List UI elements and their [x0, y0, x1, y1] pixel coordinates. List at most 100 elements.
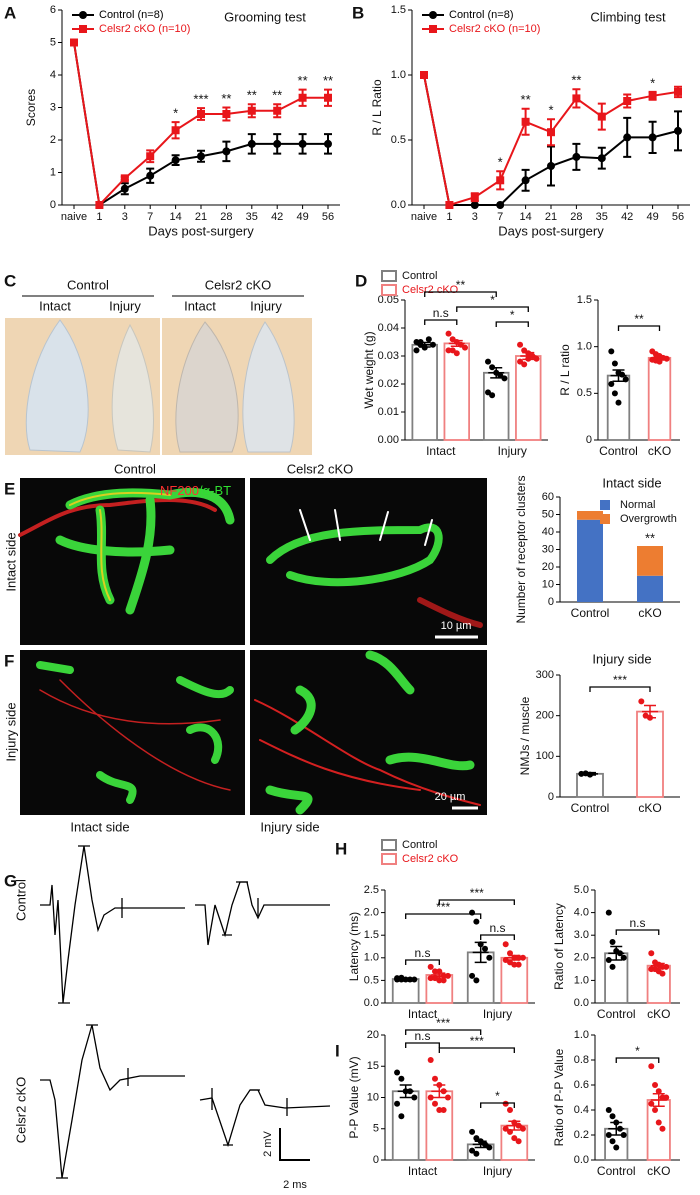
data-point	[620, 954, 627, 961]
y-tick-label: 1.0	[574, 1029, 589, 1041]
y-tick-label: 0.00	[378, 434, 399, 446]
data-point	[411, 976, 418, 983]
y-tick-label: 5	[50, 36, 56, 48]
y-tick-label: 20	[542, 561, 554, 573]
panel-label: F	[4, 651, 14, 670]
data-point	[473, 1150, 480, 1157]
x-tick-label: 3	[122, 211, 128, 223]
y-tick-label: 0.5	[364, 974, 379, 986]
row-label: Control	[13, 879, 28, 921]
marker	[674, 126, 682, 135]
marker	[120, 174, 129, 183]
error-bar	[651, 355, 668, 361]
x-tick-label: Control	[571, 606, 610, 620]
data-point	[440, 1107, 447, 1113]
marker	[445, 201, 454, 209]
data-point	[485, 358, 492, 365]
y-tick-label: 60	[542, 491, 554, 503]
data-point	[533, 355, 540, 362]
error-bar	[397, 1084, 414, 1099]
bracket	[480, 934, 515, 940]
bar	[646, 1099, 671, 1161]
legend-label: Celsr2 cKO (n=10)	[449, 23, 540, 35]
x-tick-label: 14	[169, 211, 181, 223]
y-axis-label: Ratio of Latency	[552, 903, 566, 990]
data-point	[502, 941, 509, 948]
error-bar	[472, 1140, 489, 1149]
x-tick-label: Control	[597, 1007, 636, 1021]
data-point	[620, 1132, 627, 1138]
marker	[95, 201, 104, 209]
significance: ***	[193, 92, 208, 107]
marker	[496, 201, 505, 209]
muscle	[175, 321, 239, 453]
data-point	[461, 344, 468, 351]
y-tick-label: 0.05	[378, 294, 399, 306]
marker	[273, 106, 282, 115]
marker	[197, 110, 205, 118]
data-point	[486, 1144, 493, 1151]
bracket	[480, 1102, 515, 1108]
error-bar	[650, 1093, 667, 1107]
chart-title: Climbing test	[590, 9, 666, 24]
x-tick-label: Injury	[483, 1164, 512, 1178]
chart-title: Intact side	[602, 475, 661, 490]
x-tick-label: 14	[519, 211, 531, 223]
data-point	[425, 336, 432, 343]
error-bar	[582, 771, 598, 776]
y-tick-label: 5.0	[574, 884, 589, 896]
y-tick-label: 0.5	[391, 134, 406, 146]
x-tick-label: 42	[621, 211, 633, 223]
bracket	[456, 306, 529, 312]
group-label: Control	[67, 277, 109, 292]
x-tick-label: 56	[322, 211, 334, 223]
panel-label: H	[335, 839, 347, 858]
scale-label: 2 mV	[262, 1131, 274, 1157]
marker	[79, 25, 87, 33]
y-axis-label: Ratio of P-P Value	[552, 1048, 566, 1146]
legend-swatch	[600, 500, 610, 510]
x-tick-label: 49	[646, 211, 658, 223]
significance: *	[548, 103, 553, 118]
y-tick-label: 1.0	[391, 69, 406, 81]
data-point	[473, 918, 480, 925]
significance: **	[272, 88, 282, 103]
marker	[171, 156, 180, 165]
y-tick-label: 20	[367, 1029, 379, 1041]
data-point	[427, 975, 434, 982]
y-tick-label: 10	[542, 578, 554, 590]
data-point	[655, 1119, 662, 1126]
y-tick-label: 0.0	[574, 997, 589, 1009]
stain-abt: /α-BT	[199, 483, 231, 498]
x-tick-label: cKO	[638, 606, 661, 620]
legend-swatch	[381, 270, 397, 282]
bracket-label: ***	[470, 886, 484, 900]
data-point	[615, 399, 622, 406]
row-label: Intact side	[3, 532, 18, 591]
x-tick-label: naive	[61, 211, 87, 223]
marker	[146, 152, 155, 161]
significance: *	[173, 106, 178, 121]
y-tick-label: 0.4	[574, 1104, 589, 1116]
y-tick-label: 0.6	[574, 1079, 589, 1091]
data-point	[469, 1147, 476, 1154]
side-label: Injury	[250, 298, 282, 313]
data-point	[605, 1132, 612, 1138]
x-tick-label: Intact	[408, 1164, 438, 1178]
data-point	[517, 341, 524, 348]
data-point	[482, 945, 488, 952]
bracket	[405, 1042, 440, 1048]
data-point	[427, 963, 434, 970]
data-point	[663, 1094, 670, 1101]
scale-label: 10 µm	[441, 620, 472, 632]
bracket-label: **	[634, 312, 644, 326]
data-point	[519, 954, 526, 961]
marker	[247, 106, 256, 115]
x-tick-label: Injury	[483, 1007, 512, 1021]
y-tick-label: 15	[367, 1060, 379, 1072]
data-point	[507, 1107, 513, 1113]
panel-label: G	[4, 871, 17, 890]
error-bar	[506, 1120, 523, 1131]
bracket	[405, 913, 482, 919]
x-tick-label: 1	[96, 211, 102, 223]
